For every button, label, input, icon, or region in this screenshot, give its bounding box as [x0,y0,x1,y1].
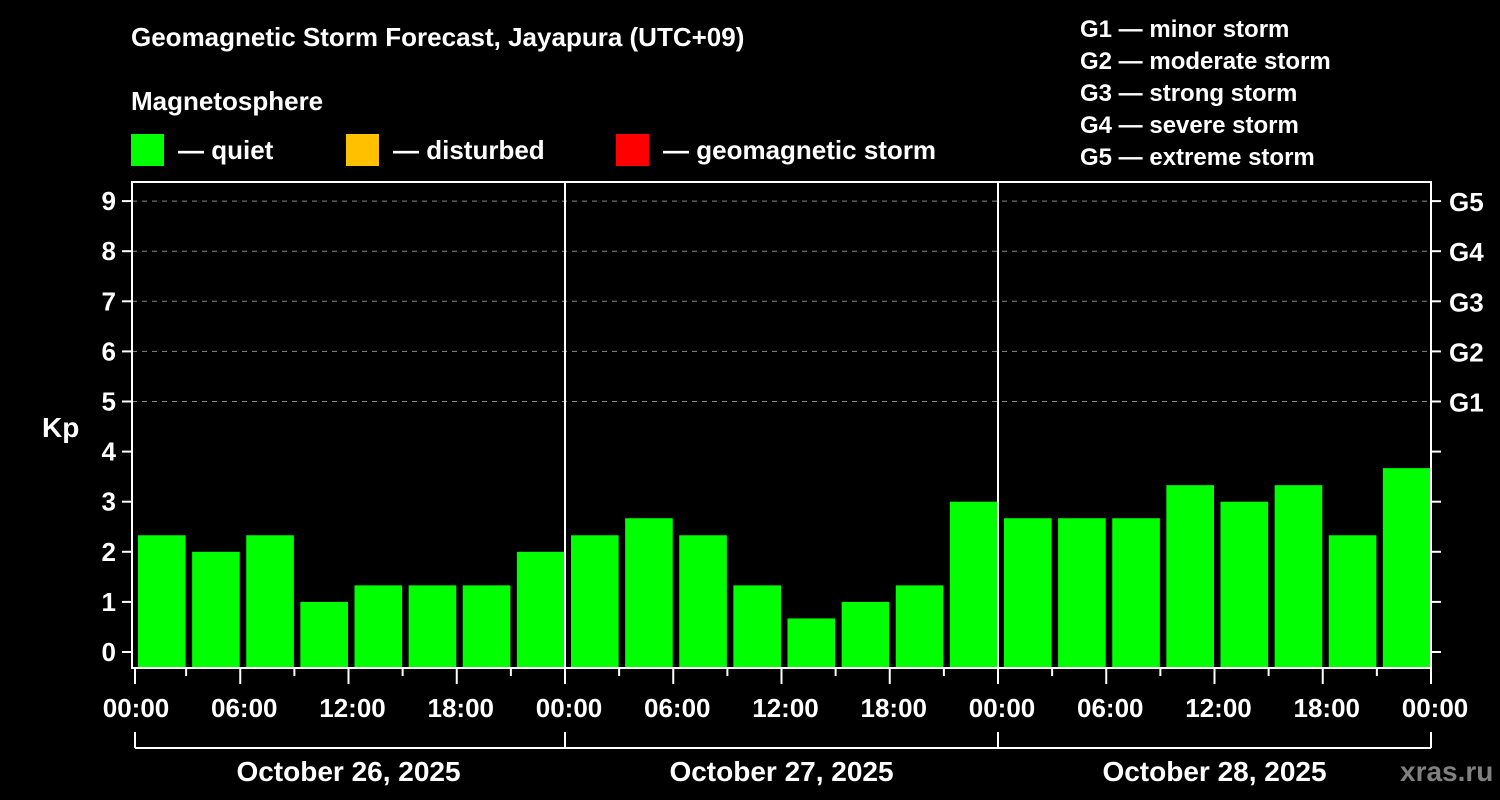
legend-item-disturbed: — disturbed [346,134,545,166]
kp-bar [895,585,944,668]
kp-bar [516,551,565,668]
x-tick-label: 18:00 [1294,693,1361,723]
g-legend-g5: G5 — extreme storm [1080,144,1315,171]
chart-subtitle: Magnetosphere [131,86,324,116]
x-tick-label: 06:00 [1077,693,1144,723]
day-label: October 27, 2025 [669,756,893,787]
g-legend-g4: G4 — severe storm [1080,112,1299,139]
g-scale-legend: G1 — minor storm G2 — moderate storm G3 … [1080,14,1331,174]
y-tick-label: 5 [102,387,116,417]
chart-title: Geomagnetic Storm Forecast, Jayapura (UT… [131,22,745,52]
x-tick-label: 06:00 [644,693,711,723]
kp-bar [408,585,457,668]
quiet-swatch-icon [131,134,164,166]
legend-label: — geomagnetic storm [663,134,937,165]
x-tick-label: 00:00 [1402,693,1469,723]
x-tick-label: 12:00 [752,693,819,723]
x-tick-label: 00:00 [103,693,170,723]
g-scale-label: G3 [1449,287,1484,317]
kp-bar [354,585,403,668]
legend-item-quiet: — quiet [131,134,273,166]
y-tick-label: 0 [102,637,116,667]
storm-swatch-icon [616,134,649,166]
y-tick-label: 6 [102,336,116,366]
kp-bar [787,618,836,668]
x-tick-label: 18:00 [428,693,495,723]
g-scale-label: G2 [1449,337,1484,367]
kp-bar [1166,485,1214,668]
x-tick-label: 12:00 [1185,693,1252,723]
kp-bar [192,551,240,668]
y-tick-label: 1 [102,587,116,617]
legend-item-storm: — geomagnetic storm [616,134,936,166]
kp-bar [246,535,294,668]
kp-bar [1220,501,1269,668]
kp-bar [1112,518,1160,668]
x-tick-label: 12:00 [319,693,386,723]
kp-bar [1382,468,1431,668]
y-tick-label: 7 [102,286,116,316]
day-label: October 28, 2025 [1102,756,1326,787]
g-legend-g3: G3 — strong storm [1080,80,1298,107]
x-tick-label: 06:00 [211,693,278,723]
watermark: xras.ru [1400,756,1494,787]
y-tick-label: 9 [102,186,116,216]
x-tick-label: 00:00 [536,693,603,723]
y-tick-label: 4 [102,437,117,467]
legend-label: — quiet [178,134,274,165]
kp-bar [949,501,998,668]
g-legend-g2: G2 — moderate storm [1080,48,1331,75]
kp-bar [300,601,348,668]
g-scale-label: G5 [1449,187,1484,217]
kp-bar [571,535,619,668]
g-scale-label: G4 [1449,237,1484,267]
day-label: October 26, 2025 [236,756,460,787]
y-tick-label: 2 [102,537,116,567]
kp-bar [733,585,781,668]
kp-bar [1004,518,1052,668]
kp-bar [1328,535,1377,668]
kp-bar [1274,485,1323,668]
kp-bar [679,535,727,668]
x-tick-label: 00:00 [969,693,1036,723]
kp-bar [1058,518,1106,668]
kp-bar [462,585,511,668]
legend-label: — disturbed [393,134,545,165]
kp-bar [625,518,673,668]
disturbed-swatch-icon [346,134,379,166]
kp-bar [841,601,890,668]
y-tick-label: 8 [102,236,116,266]
x-tick-label: 18:00 [861,693,928,723]
g-legend-g1: G1 — minor storm [1080,16,1290,43]
kp-bar [138,535,186,668]
y-axis-label: Kp [42,412,80,443]
y-tick-label: 3 [102,487,116,517]
g-scale-label: G1 [1449,388,1484,418]
